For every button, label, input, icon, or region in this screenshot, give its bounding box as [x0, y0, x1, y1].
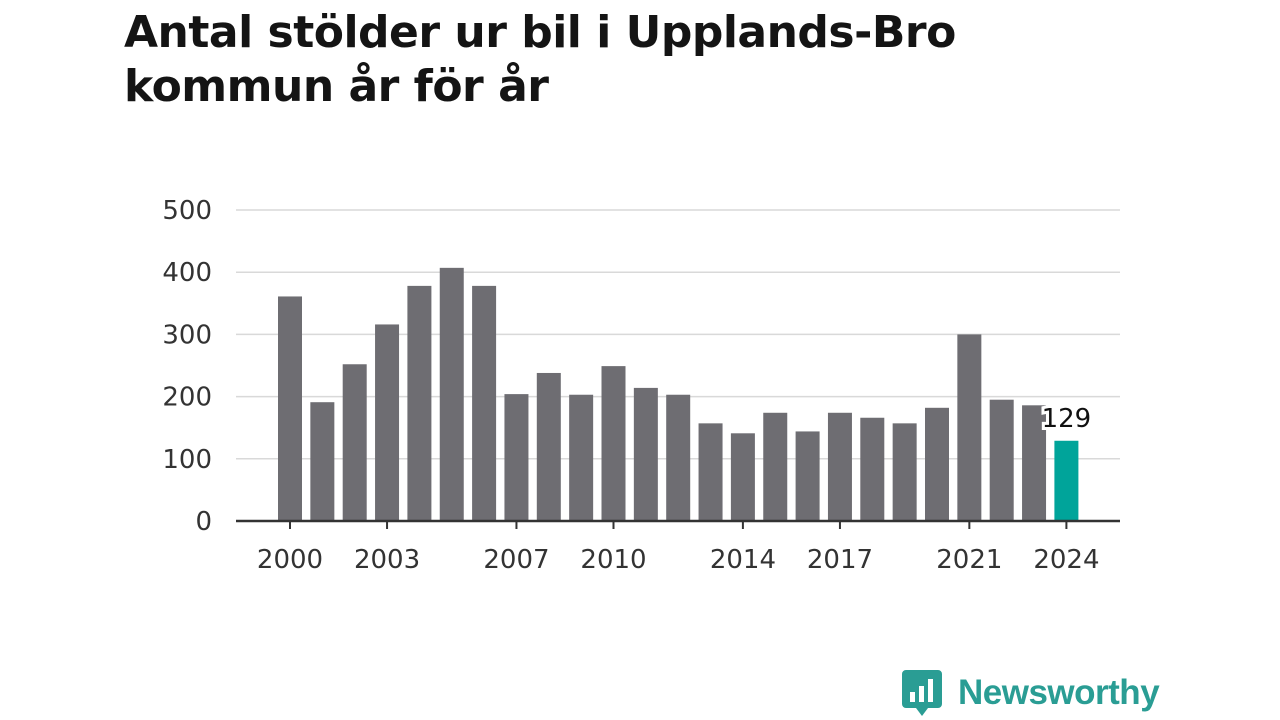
bar-2001 [310, 402, 335, 521]
y-tick-label: 500 [162, 196, 212, 226]
bar-2023 [1022, 405, 1047, 521]
bar-2016 [795, 431, 820, 521]
x-axis [236, 519, 1120, 529]
x-tick-label: 2014 [710, 545, 776, 575]
bar-2003 [375, 324, 400, 521]
bar-2015 [763, 412, 788, 521]
x-tick-label: 2024 [1033, 545, 1099, 575]
x-tick-label: 2000 [257, 545, 323, 575]
highlight-value-label: 129 [1042, 404, 1092, 434]
y-tick-label: 400 [162, 258, 212, 288]
y-tick-label: 0 [195, 507, 212, 537]
bar-2002 [342, 364, 367, 521]
bar-2008 [536, 372, 561, 521]
bar-2011 [633, 387, 658, 521]
x-axis-labels: 2000 2003 2007 2010 2014 2017 2021 2024 [257, 545, 1100, 575]
bar-2009 [569, 394, 594, 521]
bar-2022 [989, 399, 1014, 521]
bar-2005 [439, 267, 464, 521]
bar-2007 [504, 394, 529, 521]
x-tick-label: 2017 [807, 545, 873, 575]
bar-2021 [957, 334, 982, 521]
bar-2012 [666, 394, 691, 521]
bar-2014 [730, 433, 755, 521]
bar-2020 [925, 407, 949, 521]
bar-2013 [698, 423, 723, 521]
bar-2000 [278, 296, 302, 521]
annotations: 129 [1039, 401, 1095, 437]
bar-2010 [601, 366, 626, 521]
chart-title-line-1: Antal stölder ur bil i Upplands-Bro [124, 7, 956, 58]
x-tick-label: 2010 [580, 545, 646, 575]
y-axis-labels: 0 100 200 300 400 500 [162, 196, 212, 537]
bar-highlight-2024 [1054, 440, 1079, 521]
bar-2018 [860, 417, 885, 521]
bar-2019 [892, 423, 917, 521]
x-tick-label: 2007 [483, 545, 549, 575]
bar-2006 [472, 285, 497, 521]
bars [278, 267, 1079, 521]
x-tick-label: 2003 [354, 545, 420, 575]
y-tick-label: 100 [162, 445, 212, 475]
y-tick-label: 300 [162, 320, 212, 350]
y-tick-label: 200 [162, 383, 212, 413]
bar-2017 [827, 412, 852, 521]
chart-title-line-2: kommun år för år [124, 61, 549, 112]
bar-2004 [407, 285, 432, 521]
brand: Newsworthy [902, 670, 1160, 716]
x-tick-label: 2021 [936, 545, 1002, 575]
brand-name: Newsworthy [958, 673, 1160, 712]
chart-title: Antal stölder ur bil i Upplands-Bro komm… [124, 6, 1124, 114]
newsworthy-logo-icon [902, 670, 942, 716]
